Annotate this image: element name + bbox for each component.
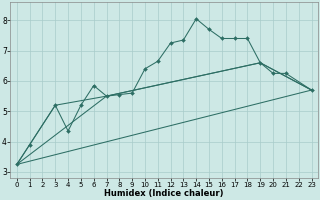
X-axis label: Humidex (Indice chaleur): Humidex (Indice chaleur) bbox=[104, 189, 224, 198]
